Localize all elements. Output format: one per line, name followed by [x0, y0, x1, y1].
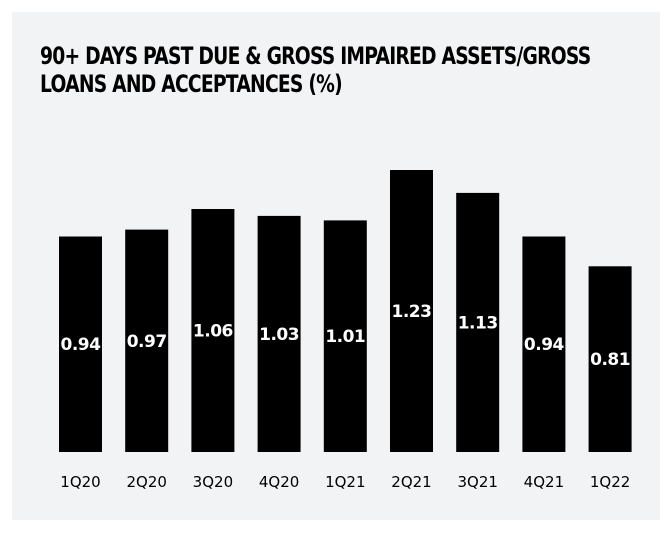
bar-4q20	[257, 215, 301, 452]
x-tick-label-4q20: 4Q20	[259, 473, 299, 491]
x-tick-label-1q21: 1Q21	[325, 473, 365, 491]
bar-1q21	[323, 220, 367, 452]
bar-value-label-1q22: 0.81	[590, 350, 630, 370]
bar-value-label-2q20: 0.97	[127, 332, 167, 352]
bars-group	[59, 170, 632, 452]
x-tick-label-1q20: 1Q20	[60, 473, 100, 491]
x-tick-label-1q22: 1Q22	[590, 473, 630, 491]
bar-value-label-1q21: 1.01	[325, 327, 365, 347]
x-tick-label-3q20: 3Q20	[193, 473, 233, 491]
bar-1q22	[588, 266, 632, 452]
x-tick-label-3q21: 3Q21	[457, 473, 497, 491]
bar-2q21	[390, 170, 433, 452]
bar-labels-group: 0.94 0.97 1.06 1.03 1.01 1.23 1.13 0.94 0.81	[61, 302, 631, 370]
bar-value-label-4q20: 1.03	[259, 325, 299, 345]
bar-value-label-3q20: 1.06	[193, 322, 233, 342]
x-tick-labels-group: 1Q20 2Q20 3Q20 4Q20 1Q21 2Q21 3Q21 4Q21 1Q22	[60, 473, 630, 491]
bar-3q21	[456, 192, 500, 452]
chart-title: 90+ DAYS PAST DUE & GROSS IMPAIRED ASSET…	[40, 42, 591, 98]
x-tick-label-2q21: 2Q21	[391, 473, 431, 491]
bar-4q21	[522, 236, 566, 452]
bar-2q20	[125, 229, 169, 452]
bar-value-label-2q21: 1.23	[392, 302, 432, 322]
bar-value-label-3q21: 1.13	[458, 314, 498, 334]
x-tick-label-2q20: 2Q20	[126, 473, 166, 491]
bar-value-label-1q20: 0.94	[61, 335, 102, 355]
bar-1q20	[59, 236, 102, 452]
x-tick-label-4q21: 4Q21	[524, 473, 564, 491]
bar-value-label-4q21: 0.94	[524, 335, 565, 355]
bar-3q20	[191, 209, 235, 452]
